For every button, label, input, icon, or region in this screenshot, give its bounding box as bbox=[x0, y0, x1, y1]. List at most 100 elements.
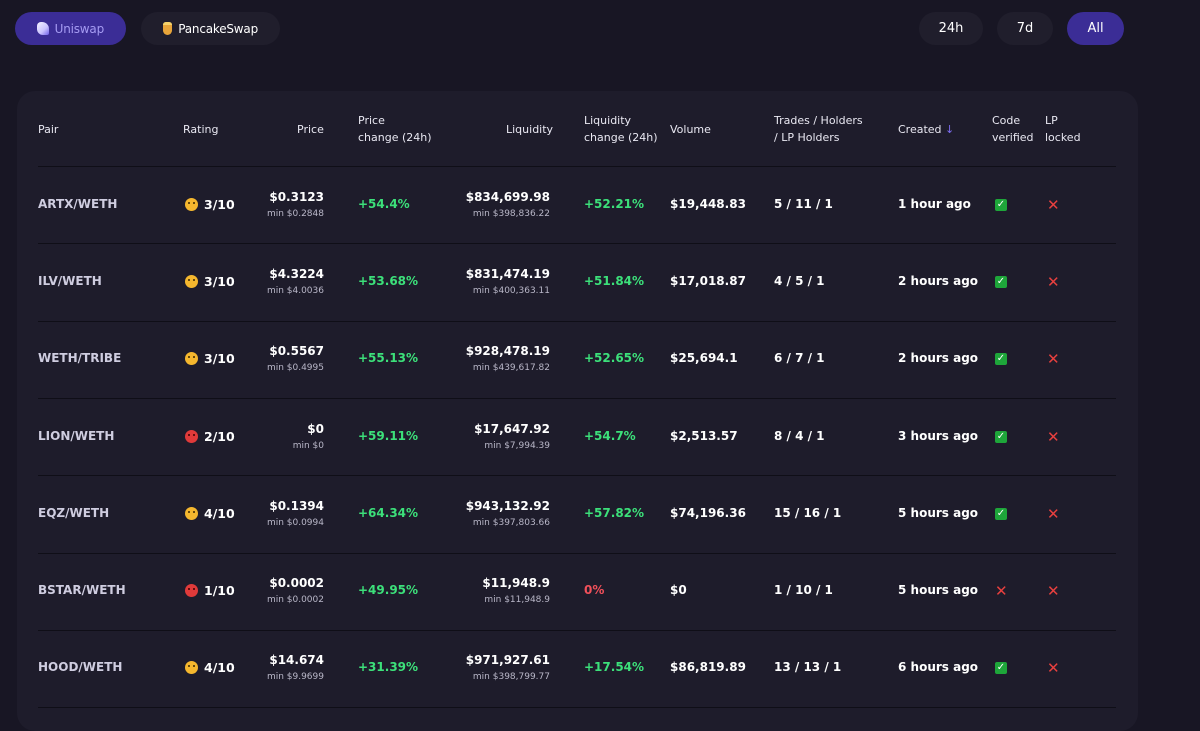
rating-value: 4/10 bbox=[204, 660, 235, 676]
rating-value: 3/10 bbox=[204, 351, 235, 367]
check-icon: ✓ bbox=[995, 507, 1007, 520]
created-time: 2 hours ago bbox=[898, 351, 979, 366]
neutral-face-icon bbox=[185, 274, 198, 288]
price-change: +59.11% bbox=[358, 428, 419, 443]
header-pair: Pair bbox=[38, 123, 59, 136]
price: $0 bbox=[307, 421, 324, 436]
liquidity: $971,927.61 bbox=[465, 653, 550, 668]
tab-uniswap-label: Uniswap bbox=[54, 21, 105, 36]
created-time: 5 hours ago bbox=[898, 583, 979, 598]
row-divider bbox=[38, 320, 1116, 322]
price-min: min $9.9699 bbox=[266, 672, 324, 683]
row-divider bbox=[38, 707, 1116, 709]
header-liquidity: Liquidity bbox=[506, 123, 554, 136]
price-change: +49.95% bbox=[358, 583, 419, 598]
pair-name[interactable]: BSTAR/WETH bbox=[38, 583, 126, 598]
pair-name[interactable]: EQZ/WETH bbox=[38, 505, 110, 520]
liquidity: $943,132.92 bbox=[465, 498, 550, 513]
created-time: 5 hours ago bbox=[898, 505, 979, 520]
liquidity-change: +17.54% bbox=[584, 660, 645, 675]
cross-icon: ✕ bbox=[1047, 659, 1060, 678]
row-divider bbox=[38, 629, 1116, 631]
liquidity-min: min $11,948.9 bbox=[484, 595, 550, 606]
tab-pancakeswap[interactable]: PancakeSwap bbox=[141, 12, 280, 45]
liquidity: $928,478.19 bbox=[465, 344, 550, 359]
liquidity-min: min $439,617.82 bbox=[472, 363, 550, 374]
volume: $2,513.57 bbox=[670, 428, 738, 443]
pair-name[interactable]: ILV/WETH bbox=[38, 273, 102, 288]
liquidity-change: +57.82% bbox=[584, 505, 645, 520]
pair-name[interactable]: WETH/TRIBE bbox=[38, 351, 122, 366]
angry-face-icon bbox=[185, 429, 198, 443]
volume: $86,819.89 bbox=[670, 660, 746, 675]
liquidity-change: +54.7% bbox=[584, 428, 636, 443]
header-code-verified: Code verified bbox=[992, 114, 1034, 144]
created-time: 1 hour ago bbox=[898, 196, 971, 211]
price: $0.0002 bbox=[269, 576, 324, 591]
rating: 1/10 bbox=[185, 583, 235, 598]
sort-arrow-icon: ↓ bbox=[945, 123, 955, 136]
created-time: 3 hours ago bbox=[898, 428, 979, 443]
volume: $0 bbox=[670, 583, 687, 598]
row-divider bbox=[38, 552, 1116, 554]
price-change: +31.39% bbox=[358, 660, 419, 675]
trades-holders: 1 / 10 / 1 bbox=[774, 583, 833, 598]
pair-name[interactable]: LION/WETH bbox=[38, 428, 115, 443]
pair-name[interactable]: HOOD/WETH bbox=[38, 660, 123, 675]
filter-7d-button[interactable]: 7d bbox=[997, 12, 1053, 45]
trades-holders: 15 / 16 / 1 bbox=[774, 505, 842, 520]
rating-value: 3/10 bbox=[204, 196, 235, 212]
price-min: min $0.2848 bbox=[266, 208, 324, 219]
price-min: min $0 bbox=[292, 440, 324, 451]
liquidity-min: min $397,803.66 bbox=[472, 517, 550, 528]
liquidity-change: 0% bbox=[584, 583, 605, 598]
header-rating: Rating bbox=[183, 123, 219, 136]
filter-all-button[interactable]: All bbox=[1067, 12, 1124, 45]
trades-holders: 4 / 5 / 1 bbox=[774, 273, 825, 288]
pair-name[interactable]: ARTX/WETH bbox=[38, 196, 118, 211]
created-time: 6 hours ago bbox=[898, 660, 979, 675]
check-icon: ✓ bbox=[995, 662, 1007, 675]
header-price-change: Price change (24h) bbox=[358, 114, 432, 144]
liquidity: $831,474.19 bbox=[465, 266, 550, 281]
neutral-face-icon bbox=[185, 506, 198, 520]
price-min: min $0.0002 bbox=[266, 595, 324, 606]
liquidity-min: min $398,799.77 bbox=[472, 672, 550, 683]
trades-holders: 5 / 11 / 1 bbox=[774, 196, 833, 211]
check-icon: ✓ bbox=[995, 353, 1007, 366]
liquidity: $17,647.92 bbox=[474, 421, 550, 436]
unicorn-icon bbox=[37, 22, 49, 35]
rating: 4/10 bbox=[185, 660, 235, 675]
liquidity-change: +52.21% bbox=[584, 196, 645, 211]
row-divider bbox=[38, 166, 1116, 167]
liquidity: $11,948.9 bbox=[482, 576, 550, 591]
cross-icon: ✕ bbox=[1047, 582, 1060, 601]
price: $0.1394 bbox=[269, 498, 324, 513]
price: $0.3123 bbox=[269, 189, 324, 204]
check-icon: ✓ bbox=[995, 198, 1007, 211]
header-price: Price bbox=[297, 123, 324, 136]
header-lp-locked: LP locked bbox=[1045, 114, 1081, 144]
tab-pancakeswap-label: PancakeSwap bbox=[178, 21, 258, 36]
filter-24h-button[interactable]: 24h bbox=[919, 12, 983, 45]
price-change: +53.68% bbox=[358, 273, 419, 288]
neutral-face-icon bbox=[185, 197, 198, 211]
rating-value: 2/10 bbox=[204, 428, 235, 444]
check-icon: ✓ bbox=[995, 275, 1007, 288]
price: $4.3224 bbox=[269, 266, 324, 281]
cross-icon: ✕ bbox=[1047, 427, 1060, 446]
row-divider bbox=[38, 243, 1116, 245]
header-volume: Volume bbox=[670, 123, 711, 136]
header-created[interactable]: Created ↓ bbox=[898, 123, 955, 136]
rating-value: 1/10 bbox=[204, 583, 235, 599]
trades-holders: 6 / 7 / 1 bbox=[774, 351, 825, 366]
price-change: +64.34% bbox=[358, 505, 419, 520]
price-min: min $0.4995 bbox=[266, 363, 324, 374]
tab-uniswap[interactable]: Uniswap bbox=[15, 12, 126, 45]
cross-icon: ✕ bbox=[1047, 504, 1060, 523]
trades-holders: 13 / 13 / 1 bbox=[774, 660, 842, 675]
volume: $19,448.83 bbox=[670, 196, 746, 211]
row-divider bbox=[38, 397, 1116, 399]
price-change: +55.13% bbox=[358, 351, 419, 366]
neutral-face-icon bbox=[185, 352, 198, 366]
